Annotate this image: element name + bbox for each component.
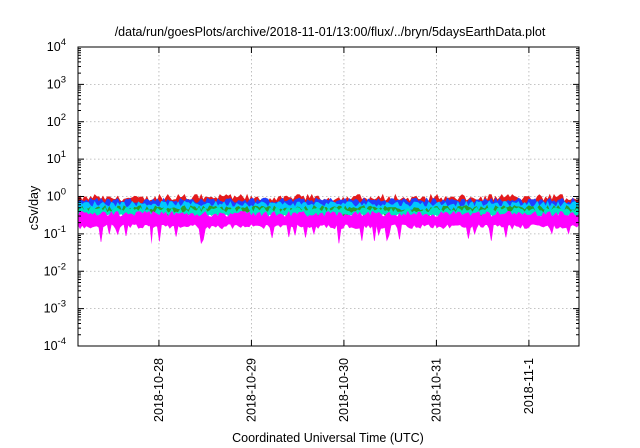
x-axis: 2018-10-28 2018-10-29 2018-10-30 2018-10-31… — [152, 47, 536, 422]
y-axis-label: cSv/day — [27, 185, 41, 230]
x-tick-label: 2018-11-1 — [522, 358, 536, 414]
y-tick-label: 102 — [47, 112, 66, 129]
series-group — [77, 193, 580, 245]
x-tick-label: 2018-10-31 — [429, 358, 443, 422]
y-tick-label: 101 — [47, 149, 66, 166]
y-tick-label: 10-3 — [44, 299, 66, 316]
x-tick-label: 2018-10-29 — [244, 358, 258, 422]
grid — [78, 47, 579, 346]
y-tick-label: 100 — [47, 187, 66, 204]
chart-title: /data/run/goesPlots/archive/2018-11-01/1… — [115, 25, 546, 39]
x-tick-label: 2018-10-30 — [337, 358, 351, 422]
y-tick-label: 10-1 — [44, 224, 66, 241]
y-tick-label: 10-2 — [44, 261, 66, 278]
y-tick-label: 104 — [47, 37, 66, 54]
series-band — [77, 210, 580, 245]
plot-frame — [77, 46, 580, 347]
x-axis-label: Coordinated Universal Time (UTC) — [232, 431, 424, 445]
series-dip — [149, 222, 154, 245]
y-tick-label: 103 — [47, 74, 66, 91]
x-tick-label: 2018-10-28 — [152, 358, 166, 422]
y-tick-label: 10-4 — [44, 336, 66, 353]
y-axis: 10-4 10-3 10-2 10-1 100 101 102 103 104 — [44, 37, 579, 353]
